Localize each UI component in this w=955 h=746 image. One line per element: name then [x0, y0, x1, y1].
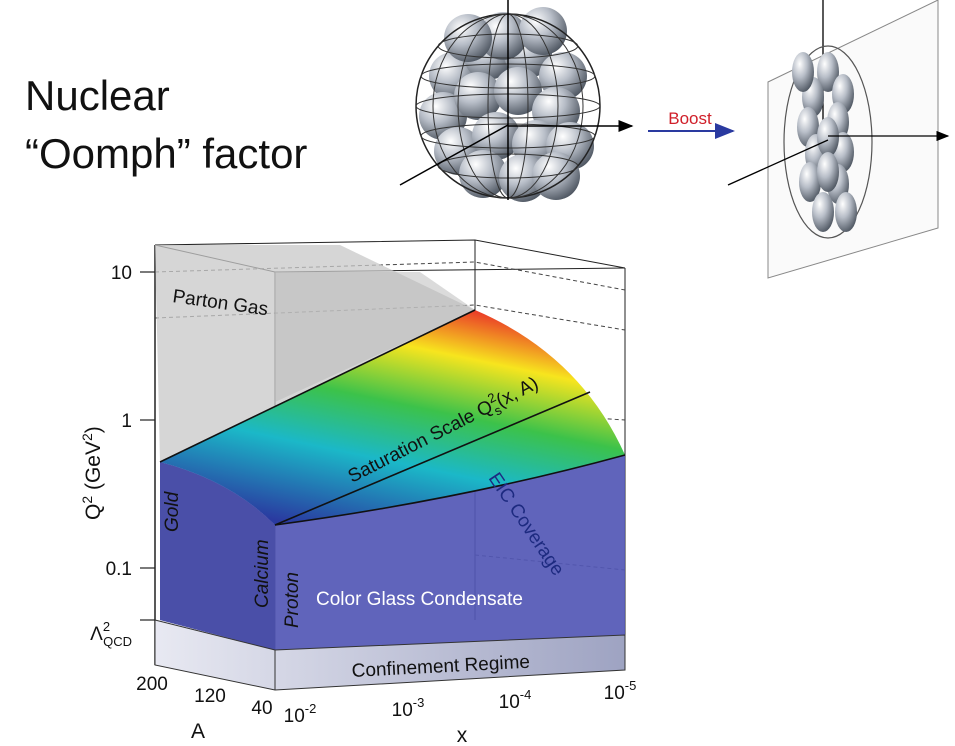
tick-base: 10 [499, 692, 520, 713]
disk-outline [783, 45, 873, 239]
x-tick-label: 10-4 [499, 687, 532, 713]
title-line-1: Nuclear [25, 72, 170, 119]
nucleon [799, 162, 821, 202]
lambda-qcd-label: Λ2 QCD [90, 619, 132, 649]
label-part: ) [82, 426, 105, 433]
tick-base: 10 [284, 706, 305, 727]
nucleon [479, 12, 527, 60]
axis-line [727, 139, 829, 186]
nucleon [835, 192, 857, 232]
y-tick-label: 10 [111, 263, 132, 284]
y-ticks: 10 1 0.1 [106, 263, 155, 621]
gold-label: Gold [162, 490, 183, 532]
surface-line [274, 454, 626, 526]
plane [767, 0, 939, 279]
lambda-base: Λ [90, 624, 103, 645]
x-axis-label: x [457, 724, 468, 746]
label-part: 2 [79, 433, 95, 441]
y-tick-label: 1 [121, 411, 132, 432]
label-part: 2 [79, 496, 95, 504]
title-line-2: “Oomph” factor [25, 130, 307, 177]
tick-exp: -4 [520, 687, 532, 702]
lambda-sub: QCD [103, 634, 132, 649]
a-tick-label: 120 [194, 686, 226, 707]
label-part: Q [82, 504, 105, 520]
tick-base: 10 [392, 700, 413, 721]
y-tick-label: 0.1 [106, 559, 132, 580]
calcium-label: Calcium [252, 539, 273, 608]
nucleon [454, 72, 502, 120]
nucleon [519, 7, 567, 55]
cgc-region [160, 455, 625, 650]
label-part: (GeV [82, 441, 105, 496]
surface-line [274, 391, 591, 526]
a-tick-label: 200 [136, 674, 168, 695]
saturation-surface [160, 310, 625, 525]
lambda-sup: 2 [103, 619, 110, 634]
nucleon [494, 67, 542, 115]
proton-label: Proton [282, 572, 303, 628]
nucleon [812, 192, 834, 232]
x-tick-label: 10-5 [604, 678, 637, 704]
nucleus-sphere [399, 0, 601, 202]
nucleon [444, 14, 492, 62]
boosted-nucleus [767, 0, 939, 279]
y-axis-label: Q2 (GeV2) [79, 426, 105, 520]
tick-exp: -2 [305, 701, 317, 716]
tick-exp: -3 [413, 695, 425, 710]
cgc-region [160, 462, 275, 650]
cgc-label: Color Glass Condensate [316, 589, 523, 610]
boost-label: Boost [668, 109, 712, 128]
nucleon [817, 117, 839, 157]
tick-base: 10 [604, 683, 625, 704]
nucleon [817, 152, 839, 192]
parton-gas-region [275, 272, 475, 402]
x-tick-label: 10-3 [392, 695, 425, 721]
tick-exp: -5 [625, 678, 637, 693]
surface-line [159, 309, 476, 463]
a-axis-label: A [191, 720, 205, 743]
nucleon [792, 52, 814, 92]
axis-line [399, 124, 509, 186]
a-tick-label: 40 [251, 698, 272, 719]
x-tick-label: 10-2 [284, 701, 317, 727]
x-ticks: 10-2 10-3 10-4 10-5 [284, 678, 637, 727]
surface-lines [159, 309, 626, 526]
nucleon [817, 52, 839, 92]
